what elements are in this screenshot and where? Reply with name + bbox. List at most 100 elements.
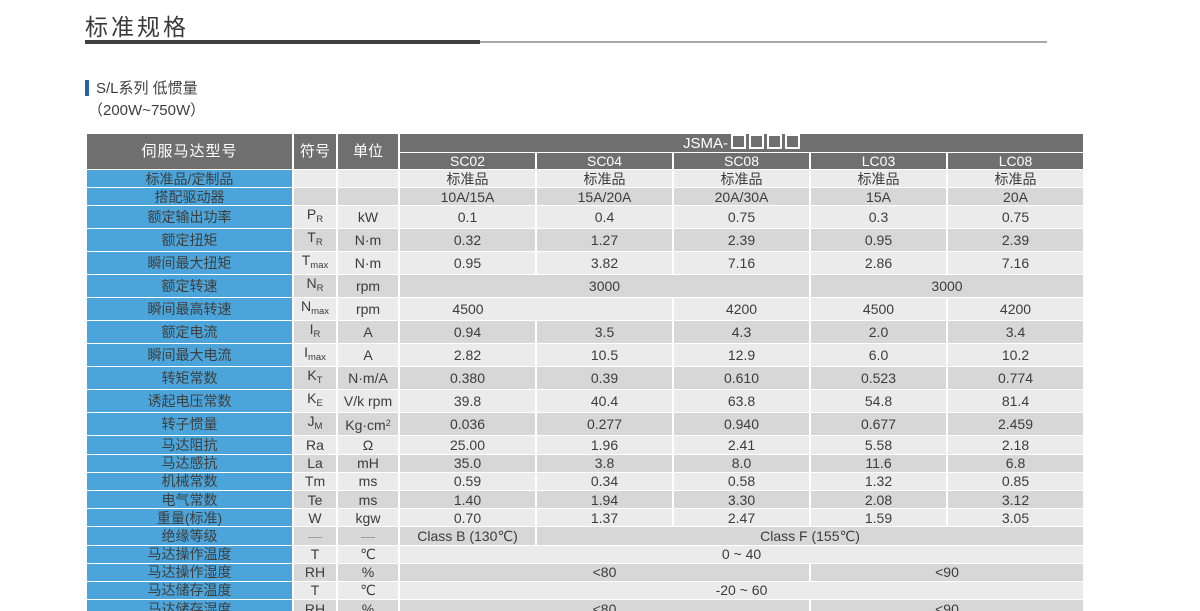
row-label: 额定扭矩 (87, 229, 292, 252)
value-cell: 3.8 (537, 454, 672, 472)
table-row: 马达操作温度 T ℃ 0 ~ 40 (87, 545, 1083, 563)
table-row: 机械常数 Tm ms 0.59 0.34 0.58 1.32 0.85 (87, 472, 1083, 490)
unit-cell: ℃ (338, 545, 398, 563)
value-cell: 0.940 (674, 413, 809, 436)
row-label: 马达操作湿度 (87, 563, 292, 581)
row-label: 额定电流 (87, 321, 292, 344)
value-cell: 1.40 (400, 490, 535, 509)
row-label: 额定输出功率 (87, 206, 292, 229)
value-cell: 标准品 (674, 170, 809, 188)
table-row: 转矩常数 KT N·m/A 0.380 0.39 0.610 0.523 0.7… (87, 367, 1083, 390)
value-cell: 0 ~ 40 (400, 545, 1083, 563)
table-row: 标准品/定制品 标准品 标准品 标准品 标准品 标准品 (87, 170, 1083, 188)
value-cell: 3.30 (674, 490, 809, 509)
value-cell: 0.036 (400, 413, 535, 436)
title-rule-dark-segment (85, 40, 480, 44)
value-cell: <80 (400, 600, 809, 611)
value-cell: 40.4 (537, 390, 672, 413)
unit-cell: V/k rpm (338, 390, 398, 413)
value-cell: 10.2 (948, 344, 1083, 367)
symbol-cell: TR (294, 229, 336, 252)
column-header-lc03: LC03 (811, 153, 946, 169)
unit-cell: % (338, 563, 398, 581)
symbol-cell: RH (294, 600, 336, 611)
value-cell: 0.58 (674, 472, 809, 490)
value-cell: 1.94 (537, 490, 672, 509)
value-cell: 20A (948, 188, 1083, 206)
value-cell: 35.0 (400, 454, 535, 472)
unit-cell: Kg·cm2 (338, 413, 398, 436)
model-digit-box-icon (767, 134, 782, 149)
value-cell: 10.5 (537, 344, 672, 367)
value-cell: 7.16 (948, 252, 1083, 275)
value-cell: 4.3 (674, 321, 809, 344)
value-cell: 1.59 (811, 509, 946, 527)
value-cell: 20A/30A (674, 188, 809, 206)
row-label: 额定转速 (87, 275, 292, 298)
value-cell: 1.27 (537, 229, 672, 252)
value-cell: 3000 (400, 275, 809, 298)
value-cell: 25.00 (400, 436, 535, 454)
value-cell: 4200 (674, 298, 809, 321)
table-row: 绝缘等级 — — Class B (130℃) Class F (155℃) (87, 527, 1083, 545)
value-cell: 0.85 (948, 472, 1083, 490)
table-row: 瞬间最高转速 Nmax rpm 4500 4200 4500 4200 (87, 298, 1083, 321)
value-cell: 3.82 (537, 252, 672, 275)
table-row: 诱起电压常数 KE V/k rpm 39.8 40.4 63.8 54.8 81… (87, 390, 1083, 413)
unit-cell: % (338, 600, 398, 611)
row-label: 标准品/定制品 (87, 170, 292, 188)
value-cell: 2.41 (674, 436, 809, 454)
column-header-sc02: SC02 (400, 153, 535, 169)
unit-cell: rpm (338, 275, 398, 298)
table-row: 搭配驱动器 10A/15A 15A/20A 20A/30A 15A 20A (87, 188, 1083, 206)
model-digit-box-icon (731, 134, 746, 149)
row-label: 电气常数 (87, 490, 292, 509)
value-cell: 标准品 (400, 170, 535, 188)
value-cell: <90 (811, 563, 1083, 581)
value-cell: 12.9 (674, 344, 809, 367)
value-cell: 0.94 (400, 321, 535, 344)
value-cell: 0.95 (400, 252, 535, 275)
value-cell: 0.677 (811, 413, 946, 436)
unit-cell: A (338, 344, 398, 367)
unit-cell: N·m (338, 229, 398, 252)
value-cell: 4500 (811, 298, 946, 321)
value-cell: 0.380 (400, 367, 535, 390)
column-header-lc08: LC08 (948, 153, 1083, 169)
value-cell: 8.0 (674, 454, 809, 472)
unit-cell: rpm (338, 298, 398, 321)
value-cell: 2.47 (674, 509, 809, 527)
accent-bar (85, 79, 89, 96)
model-header: 伺服马达型号 (87, 134, 292, 169)
table-row: 转子惯量 JM Kg·cm2 0.036 0.277 0.940 0.677 2… (87, 413, 1083, 436)
value-cell: Class F (155℃) (537, 527, 1083, 545)
spec-table: 伺服马达型号 符号 单位 JSMA- SC02 SC04 SC08 LC03 L… (85, 133, 1085, 611)
symbol-cell: NR (294, 275, 336, 298)
value-cell: 2.459 (948, 413, 1083, 436)
symbol-cell: JM (294, 413, 336, 436)
unit-cell: — (338, 527, 398, 545)
table-row: 瞬间最大扭矩 Tmax N·m 0.95 3.82 7.16 2.86 7.16 (87, 252, 1083, 275)
value-cell: 3000 (811, 275, 1083, 298)
value-cell: Class B (130℃) (400, 527, 535, 545)
row-label: 搭配驱动器 (87, 188, 292, 206)
symbol-cell: Tmax (294, 252, 336, 275)
unit-column-header: 单位 (338, 134, 398, 169)
row-label: 瞬间最大扭矩 (87, 252, 292, 275)
table-row: 瞬间最大电流 Imax A 2.82 10.5 12.9 6.0 10.2 (87, 344, 1083, 367)
symbol-cell: La (294, 454, 336, 472)
value-cell: 54.8 (811, 390, 946, 413)
section-heading: S/L系列 低惯量 (85, 77, 198, 98)
value-cell: 2.0 (811, 321, 946, 344)
value-cell: 0.70 (400, 509, 535, 527)
value-cell: 1.37 (537, 509, 672, 527)
value-cell: 0.39 (537, 367, 672, 390)
unit-cell: N·m/A (338, 367, 398, 390)
value-cell: 0.523 (811, 367, 946, 390)
row-label: 马达储存温度 (87, 581, 292, 600)
table-row: 额定电流 IR A 0.94 3.5 4.3 2.0 3.4 (87, 321, 1083, 344)
symbol-cell: Ra (294, 436, 336, 454)
symbol-cell: PR (294, 206, 336, 229)
value-cell: 0.3 (811, 206, 946, 229)
